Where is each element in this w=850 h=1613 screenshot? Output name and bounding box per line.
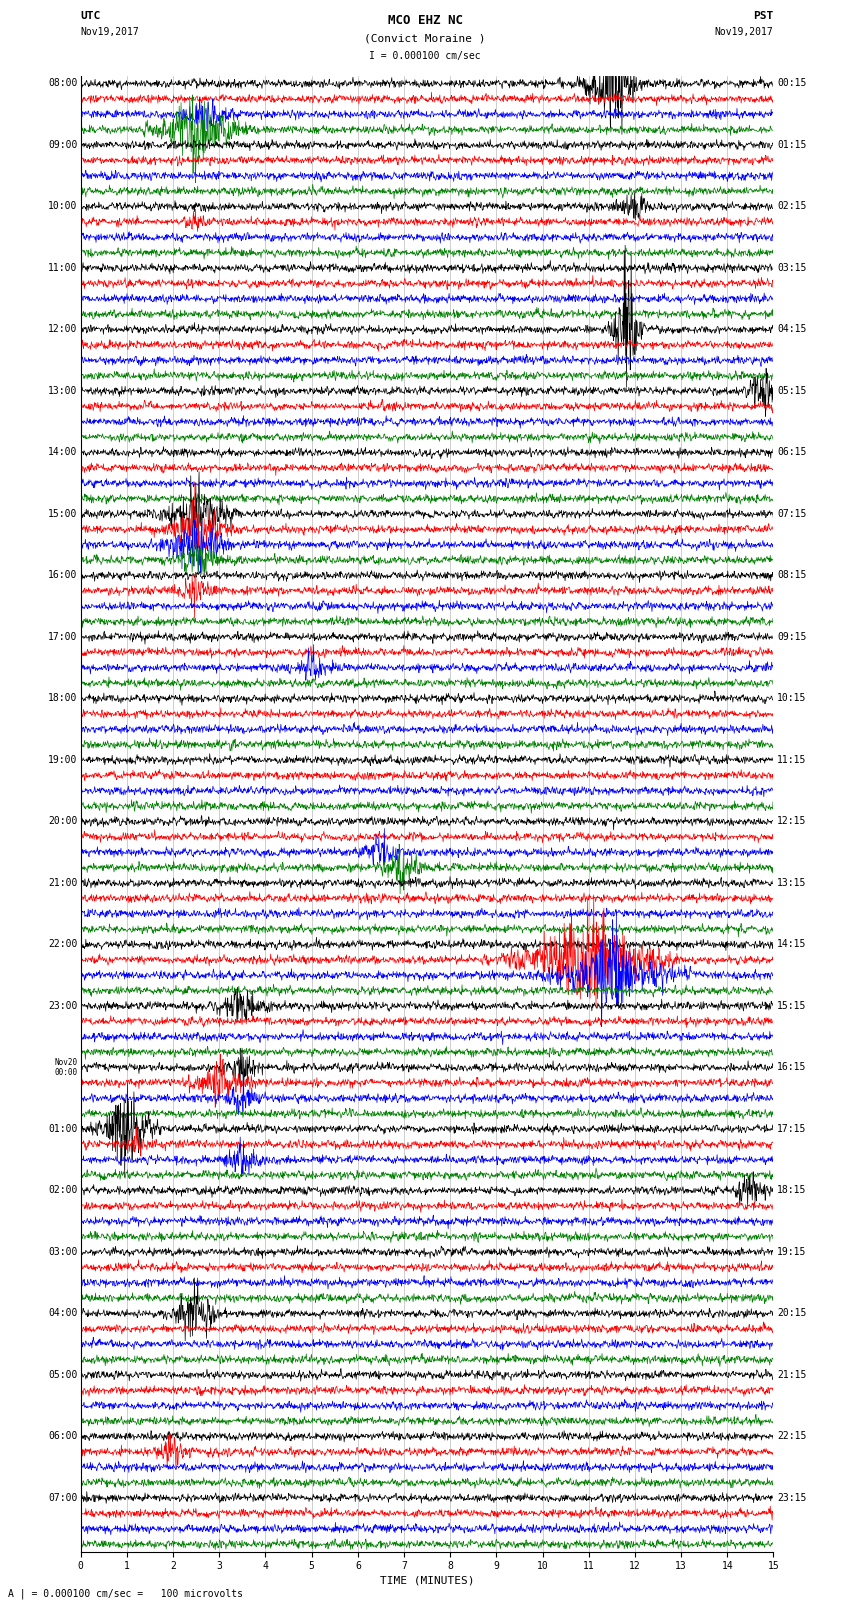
Text: I = 0.000100 cm/sec: I = 0.000100 cm/sec [369,52,481,61]
Text: 13:15: 13:15 [777,877,807,887]
Text: 14:00: 14:00 [48,447,77,458]
Text: 04:00: 04:00 [48,1308,77,1318]
Text: UTC: UTC [81,11,101,21]
Text: 14:15: 14:15 [777,939,807,950]
Text: Nov19,2017: Nov19,2017 [81,27,139,37]
Text: 03:15: 03:15 [777,263,807,273]
Text: 08:00: 08:00 [48,79,77,89]
Text: 20:00: 20:00 [48,816,77,826]
X-axis label: TIME (MINUTES): TIME (MINUTES) [380,1576,474,1586]
Text: 05:15: 05:15 [777,386,807,395]
Text: 18:00: 18:00 [48,694,77,703]
Text: 22:15: 22:15 [777,1431,807,1442]
Text: 06:00: 06:00 [48,1431,77,1442]
Text: 03:00: 03:00 [48,1247,77,1257]
Text: 18:15: 18:15 [777,1186,807,1195]
Text: 06:15: 06:15 [777,447,807,458]
Text: 08:15: 08:15 [777,571,807,581]
Text: 07:15: 07:15 [777,510,807,519]
Text: 05:00: 05:00 [48,1369,77,1379]
Text: 02:00: 02:00 [48,1186,77,1195]
Text: 09:00: 09:00 [48,140,77,150]
Text: 16:15: 16:15 [777,1063,807,1073]
Text: 19:15: 19:15 [777,1247,807,1257]
Text: 15:00: 15:00 [48,510,77,519]
Text: 02:15: 02:15 [777,202,807,211]
Text: Nov20
00:00: Nov20 00:00 [54,1058,77,1077]
Text: 16:00: 16:00 [48,571,77,581]
Text: 01:15: 01:15 [777,140,807,150]
Text: 19:00: 19:00 [48,755,77,765]
Text: 11:15: 11:15 [777,755,807,765]
Text: MCO EHZ NC: MCO EHZ NC [388,15,462,27]
Text: 00:15: 00:15 [777,79,807,89]
Text: 10:00: 10:00 [48,202,77,211]
Text: 10:15: 10:15 [777,694,807,703]
Text: 12:15: 12:15 [777,816,807,826]
Text: 23:00: 23:00 [48,1002,77,1011]
Text: 22:00: 22:00 [48,939,77,950]
Text: (Convict Moraine ): (Convict Moraine ) [365,34,485,44]
Text: A | = 0.000100 cm/sec =   100 microvolts: A | = 0.000100 cm/sec = 100 microvolts [8,1589,243,1598]
Text: 07:00: 07:00 [48,1494,77,1503]
Text: 23:15: 23:15 [777,1494,807,1503]
Text: Nov19,2017: Nov19,2017 [715,27,774,37]
Text: 17:00: 17:00 [48,632,77,642]
Text: 20:15: 20:15 [777,1308,807,1318]
Text: 15:15: 15:15 [777,1002,807,1011]
Text: 01:00: 01:00 [48,1124,77,1134]
Text: 17:15: 17:15 [777,1124,807,1134]
Text: 13:00: 13:00 [48,386,77,395]
Text: 21:00: 21:00 [48,877,77,887]
Text: 09:15: 09:15 [777,632,807,642]
Text: 04:15: 04:15 [777,324,807,334]
Text: 11:00: 11:00 [48,263,77,273]
Text: 12:00: 12:00 [48,324,77,334]
Text: PST: PST [753,11,774,21]
Text: 21:15: 21:15 [777,1369,807,1379]
